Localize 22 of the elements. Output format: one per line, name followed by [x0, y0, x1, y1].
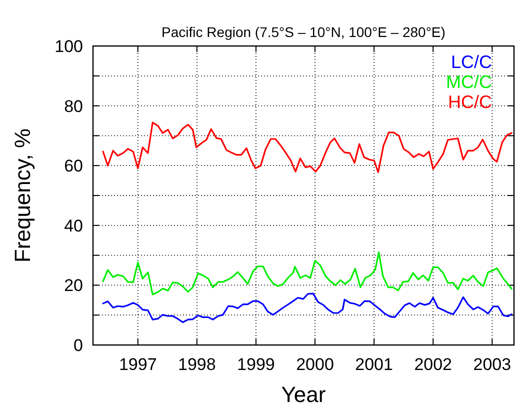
- y-axis-title: Frequency, %: [10, 128, 35, 263]
- y-tick-label: 0: [74, 336, 83, 355]
- y-tick-label: 80: [64, 96, 83, 116]
- x-tick-label: 2002: [414, 355, 452, 374]
- x-tick-label: 2001: [355, 355, 393, 374]
- line-series: [102, 252, 512, 296]
- line-series: [102, 122, 512, 173]
- y-tick-label: 100: [54, 36, 83, 56]
- y-tick-label: 60: [64, 156, 83, 176]
- series-label: HC/C: [448, 92, 492, 112]
- text: MC/C: [446, 72, 492, 92]
- x-tick-label: 1999: [237, 355, 275, 374]
- x-tick-label: 2000: [296, 355, 334, 374]
- chart-title: Pacific Region (7.5°S – 10°N, 100°E – 280°E): [162, 24, 446, 40]
- text: LC/C: [450, 52, 492, 72]
- x-tick-label: 2003: [473, 355, 512, 374]
- x-tick-label: 1998: [178, 355, 216, 374]
- y-tick-label: 40: [64, 216, 83, 236]
- line-series: [102, 292, 512, 324]
- y-tick-label: 20: [64, 276, 83, 296]
- x-axis-title: Year: [281, 382, 326, 407]
- x-tick-label: 1997: [118, 355, 157, 374]
